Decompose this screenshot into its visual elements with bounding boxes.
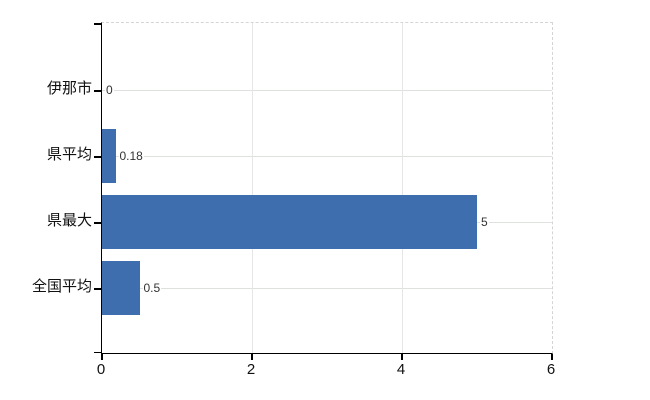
gridline-horizontal bbox=[102, 155, 552, 157]
category-label: 伊那市 bbox=[46, 80, 92, 97]
x-tick-label: 2 bbox=[246, 361, 256, 378]
gridline-horizontal bbox=[102, 287, 552, 289]
bar-value-label: 0 bbox=[105, 82, 114, 98]
plot-area: 0 0.18 5 0.5 bbox=[94, 22, 553, 360]
x-tick-label: 4 bbox=[396, 361, 406, 378]
bar-value-label: 0.18 bbox=[118, 148, 144, 164]
gridline-horizontal bbox=[102, 89, 552, 91]
x-axis-tick bbox=[401, 354, 403, 360]
y-axis-tick bbox=[94, 351, 101, 353]
gridline-vertical bbox=[401, 23, 403, 353]
x-axis-tick bbox=[101, 354, 103, 360]
category-label: 県最大 bbox=[46, 212, 92, 229]
x-axis-tick bbox=[251, 354, 253, 360]
y-axis-tick bbox=[94, 90, 101, 92]
x-axis-tick bbox=[551, 354, 553, 360]
y-axis-tick bbox=[94, 156, 101, 158]
bar bbox=[102, 195, 477, 249]
y-axis-tick bbox=[94, 222, 101, 224]
category-label: 県平均 bbox=[46, 146, 92, 163]
y-axis-tick bbox=[94, 23, 101, 25]
x-tick-label: 0 bbox=[96, 361, 106, 378]
gridline-vertical bbox=[251, 23, 253, 353]
category-label: 全国平均 bbox=[31, 278, 92, 295]
bar bbox=[102, 129, 116, 183]
x-tick-label: 6 bbox=[546, 361, 556, 378]
y-axis-tick bbox=[94, 288, 101, 290]
bar-value-label: 5 bbox=[480, 214, 489, 230]
bar-value-label: 0.5 bbox=[142, 280, 162, 296]
bar bbox=[102, 261, 140, 315]
